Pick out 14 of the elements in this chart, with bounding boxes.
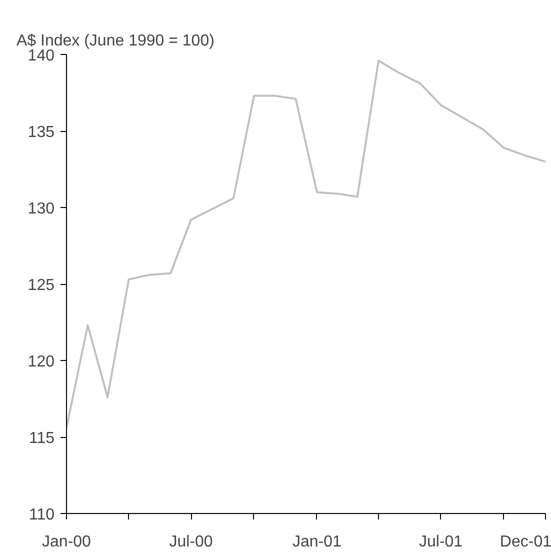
y-tick-label: 120 xyxy=(28,354,55,370)
y-tick-label: 135 xyxy=(28,124,55,141)
y-tick-label: 110 xyxy=(28,506,55,524)
x-tick-label: Jan-01 xyxy=(292,534,342,550)
y-tick-label: 130 xyxy=(28,200,55,218)
x-tick-label: Dec-01 xyxy=(500,534,551,550)
line-series xyxy=(66,60,546,429)
x-tick-label: Jan-00 xyxy=(42,534,92,550)
y-tick-label: 140 xyxy=(28,48,55,64)
x-tick-label: Jul-00 xyxy=(169,534,213,550)
y-tick-label: 115 xyxy=(28,430,55,447)
chart-title: A$ Index (June 1990 = 100) xyxy=(16,32,214,50)
x-tick-label: Jul-01 xyxy=(419,534,463,550)
y-tick-label: 125 xyxy=(28,277,55,294)
